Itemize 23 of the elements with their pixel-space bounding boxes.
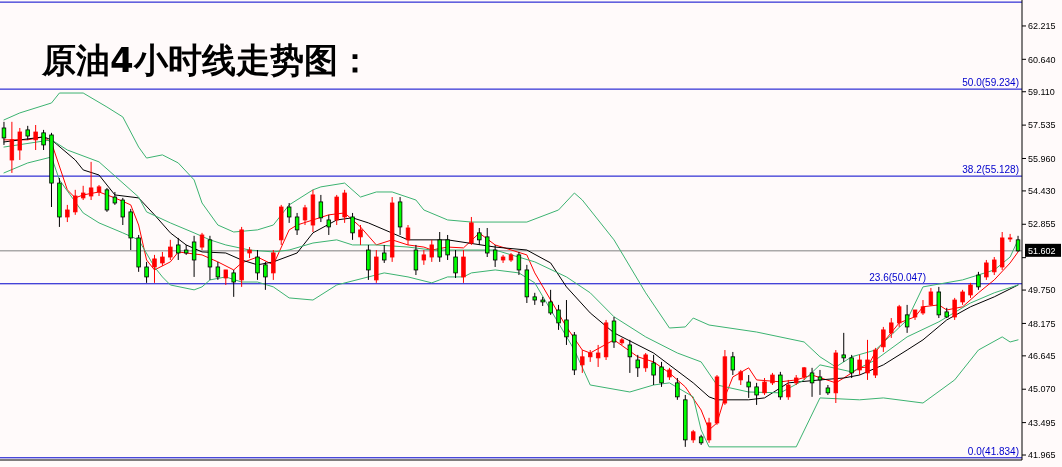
ref-line: 0.0(41.834) [0, 445, 1023, 459]
y-tick-label: 60.640 [1028, 54, 1056, 65]
y-tick-label: 59.110 [1028, 86, 1055, 97]
y-tick-label: 43.495 [1028, 417, 1056, 428]
y-tick-label: 46.645 [1028, 351, 1056, 362]
y-tick-label: 41.965 [1028, 450, 1056, 461]
ref-line-label: 0.0(41.834) [967, 445, 1019, 457]
y-tick-label: 45.070 [1028, 384, 1056, 395]
text: 原油4小时线走势图： [41, 40, 372, 80]
ref-line: 50.0(59.234) [0, 77, 1023, 90]
y-tick-label: 55.960 [1028, 153, 1056, 164]
ref-line: 38.2(55.128) [0, 164, 1023, 177]
ref-line: 23.6(50.047) [0, 271, 1023, 285]
y-tick-label: 48.175 [1028, 318, 1056, 329]
annotation: 51.602 [1028, 246, 1056, 257]
ref-line-label: 50.0(59.234) [962, 77, 1019, 89]
y-tick-label: 62.215 [1028, 21, 1056, 32]
y-tick-label: 57.535 [1028, 120, 1056, 131]
ref-line-label: 23.6(50.047) [869, 271, 926, 283]
y-tick-label: 54.430 [1028, 186, 1056, 197]
y-tick-label: 49.750 [1028, 285, 1056, 296]
ref-line-label: 38.2(55.128) [962, 164, 1019, 176]
y-tick-label: 52.855 [1028, 219, 1056, 230]
